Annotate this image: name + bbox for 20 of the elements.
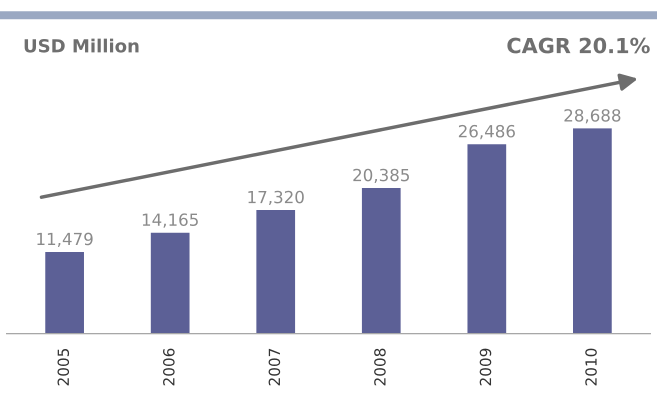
data-label: 20,385 — [353, 168, 409, 184]
data-label: 17,320 — [248, 190, 304, 206]
data-label: 11,479 — [37, 232, 93, 247]
x-tick-label: 2010 — [585, 348, 597, 386]
bar — [360, 186, 402, 334]
bar — [572, 127, 614, 334]
x-tick-label: 2007 — [268, 348, 280, 386]
x-tick-label: 2006 — [163, 348, 175, 386]
data-label: 14,165 — [142, 213, 198, 228]
data-label: 26,486 — [458, 124, 515, 140]
x-tick-label: 2008 — [374, 348, 386, 386]
bar — [44, 250, 86, 334]
bar — [254, 208, 296, 334]
bar — [149, 231, 191, 334]
x-tick-label: 2005 — [58, 348, 70, 386]
bar — [466, 142, 508, 334]
y-axis-title: USD Million — [24, 38, 139, 53]
data-label: 28,688 — [564, 109, 620, 124]
x-tick-label: 2009 — [480, 348, 492, 386]
text: CAGR 20.1% — [507, 38, 650, 54]
